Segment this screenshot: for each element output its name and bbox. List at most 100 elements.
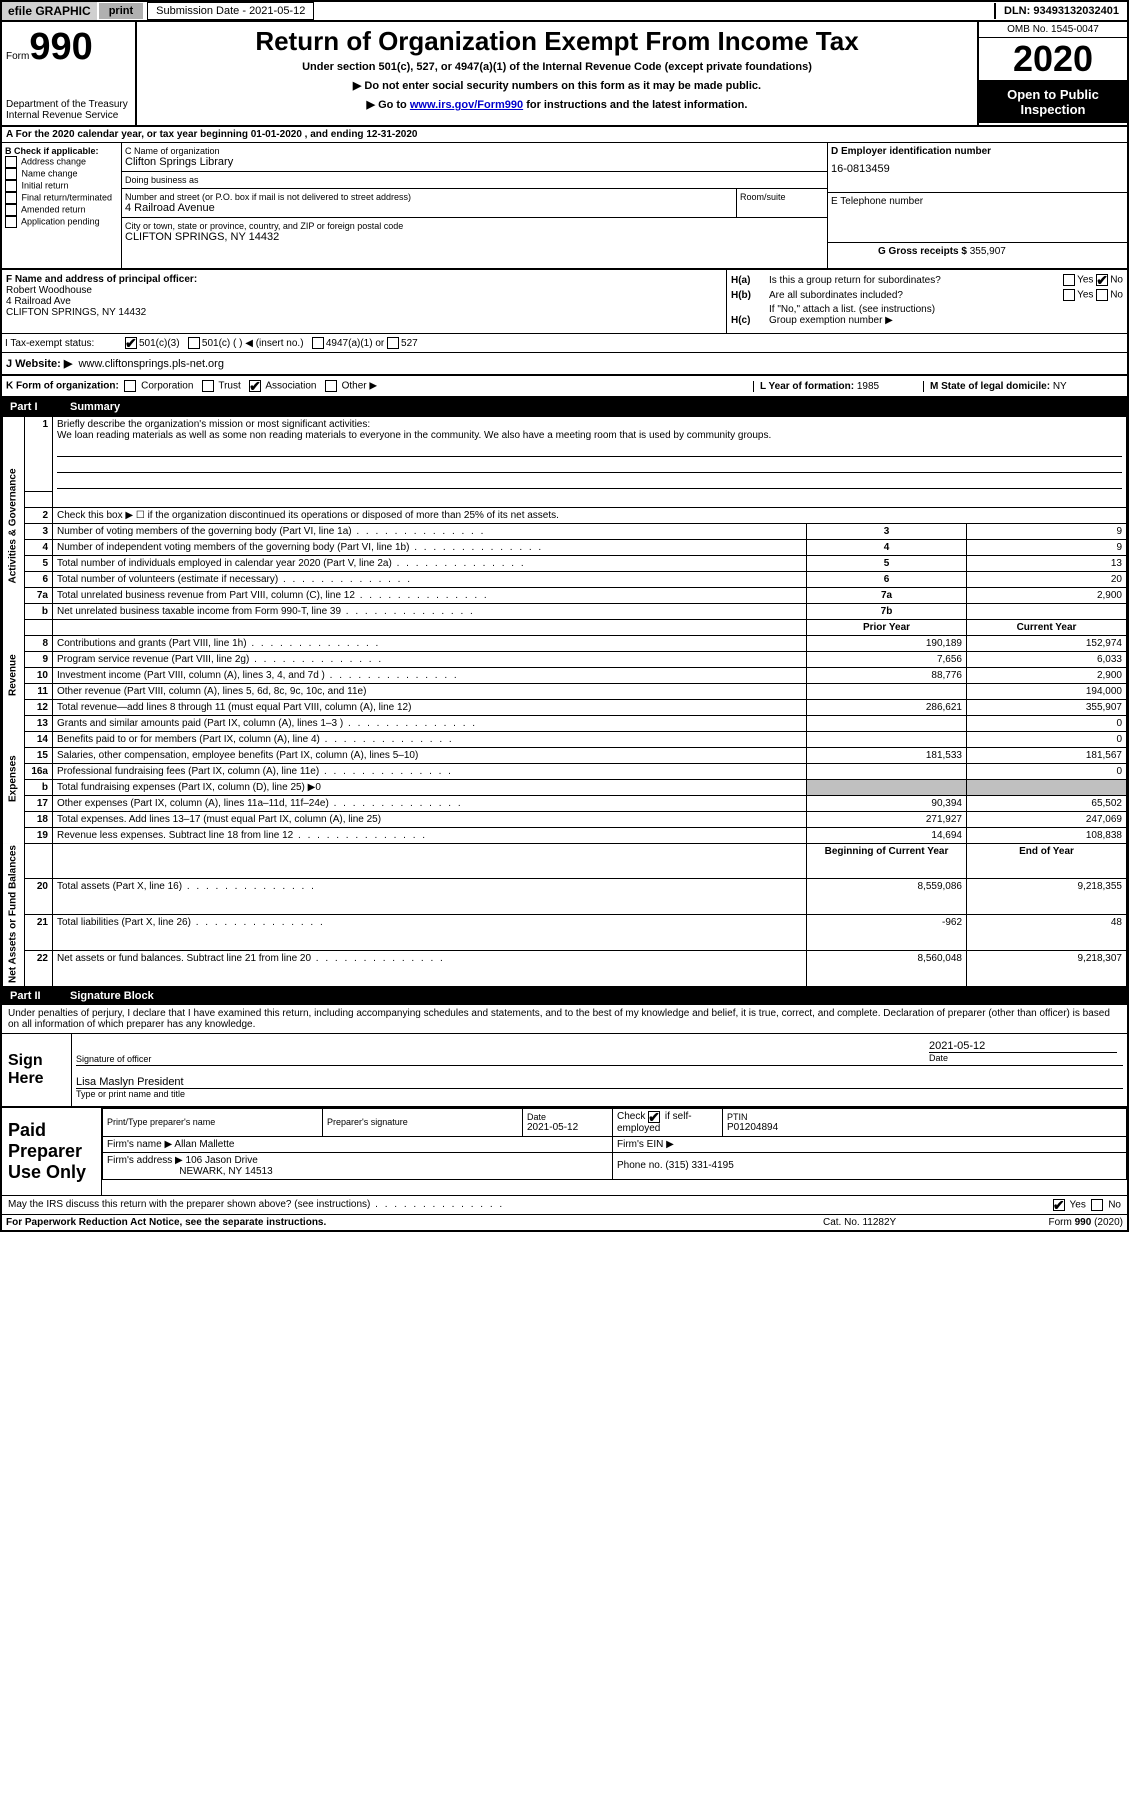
state-domicile-label: M State of legal domicile: bbox=[930, 381, 1050, 392]
row-i-label: I Tax-exempt status: bbox=[5, 338, 125, 349]
col-b-checkboxes: B Check if applicable: Address change Na… bbox=[2, 143, 122, 268]
footer-row: For Paperwork Reduction Act Notice, see … bbox=[2, 1214, 1127, 1230]
line18-current: 247,069 bbox=[967, 811, 1127, 827]
part2-title: Signature Block bbox=[70, 990, 154, 1002]
opt-501c: 501(c) ( ) ◀ (insert no.) bbox=[202, 338, 304, 349]
dept-treasury: Department of the Treasury bbox=[6, 99, 131, 110]
opt-corp: Corporation bbox=[141, 381, 193, 392]
checkbox-ha-no[interactable] bbox=[1096, 274, 1108, 286]
checkbox-ha-yes[interactable] bbox=[1063, 274, 1075, 286]
checkbox-amended[interactable] bbox=[5, 204, 17, 216]
label-name-change: Name change bbox=[22, 168, 78, 178]
col-b-header: B Check if applicable: bbox=[5, 146, 118, 156]
checkbox-self-employed[interactable] bbox=[648, 1111, 660, 1123]
section-bcd: B Check if applicable: Address change Na… bbox=[2, 143, 1127, 270]
checkbox-trust[interactable] bbox=[202, 380, 214, 392]
sign-here-row: Sign Here Signature of officer 2021-05-1… bbox=[2, 1033, 1127, 1106]
addr-value: 4 Railroad Avenue bbox=[125, 202, 733, 214]
firm-addr1: 106 Jason Drive bbox=[186, 1155, 258, 1166]
checkbox-501c[interactable] bbox=[188, 337, 200, 349]
checkbox-address-change[interactable] bbox=[5, 156, 17, 168]
checkbox-hb-no[interactable] bbox=[1096, 289, 1108, 301]
submission-date: Submission Date - 2021-05-12 bbox=[147, 2, 314, 20]
form-label: Form bbox=[6, 51, 29, 62]
checkbox-corp[interactable] bbox=[124, 380, 136, 392]
line16a-current: 0 bbox=[967, 763, 1127, 779]
checkbox-other[interactable] bbox=[325, 380, 337, 392]
checkbox-4947[interactable] bbox=[312, 337, 324, 349]
line13-desc: Grants and similar amounts paid (Part IX… bbox=[57, 718, 343, 729]
hb-text: Are all subordinates included? bbox=[769, 290, 1063, 301]
paid-prep-label: Paid Preparer Use Only bbox=[2, 1108, 102, 1195]
line11-desc: Other revenue (Part VIII, column (A), li… bbox=[57, 686, 366, 697]
line6-desc: Total number of volunteers (estimate if … bbox=[57, 574, 278, 585]
ein-label: D Employer identification number bbox=[831, 146, 1124, 157]
line17-prior: 90,394 bbox=[807, 795, 967, 811]
line18-prior: 271,927 bbox=[807, 811, 967, 827]
prep-date: 2021-05-12 bbox=[527, 1122, 608, 1133]
checkbox-527[interactable] bbox=[387, 337, 399, 349]
line12-current: 355,907 bbox=[967, 699, 1127, 715]
line1-label: Briefly describe the organization's miss… bbox=[57, 419, 370, 430]
line7a-val: 2,900 bbox=[967, 587, 1127, 603]
line10-prior: 88,776 bbox=[807, 667, 967, 683]
line14-prior bbox=[807, 731, 967, 747]
label-final-return: Final return/terminated bbox=[22, 192, 113, 202]
line6-val: 20 bbox=[967, 571, 1127, 587]
form-subtitle-1: Under section 501(c), 527, or 4947(a)(1)… bbox=[141, 61, 973, 73]
city-value: CLIFTON SPRINGS, NY 14432 bbox=[125, 231, 824, 243]
discuss-no-label: No bbox=[1108, 1199, 1121, 1210]
prep-name-label: Print/Type preparer's name bbox=[107, 1117, 318, 1127]
line4-desc: Number of independent voting members of … bbox=[57, 542, 409, 553]
line19-current: 108,838 bbox=[967, 827, 1127, 843]
addr-label: Number and street (or P.O. box if mail i… bbox=[125, 192, 733, 202]
gross-label: G Gross receipts $ bbox=[878, 246, 967, 257]
line8-current: 152,974 bbox=[967, 635, 1127, 651]
side-net-assets: Net Assets or Fund Balances bbox=[3, 843, 25, 986]
checkbox-initial-return[interactable] bbox=[5, 180, 17, 192]
line20-prior: 8,559,086 bbox=[807, 879, 967, 915]
checkbox-discuss-yes[interactable] bbox=[1053, 1199, 1065, 1211]
dln-number: DLN: 93493132032401 bbox=[994, 3, 1127, 19]
print-button[interactable]: print bbox=[99, 3, 143, 19]
checkbox-final-return[interactable] bbox=[5, 192, 17, 204]
checkbox-discuss-no[interactable] bbox=[1091, 1199, 1103, 1211]
line22-desc: Net assets or fund balances. Subtract li… bbox=[57, 953, 311, 964]
line4-box: 4 bbox=[807, 539, 967, 555]
checkbox-assoc[interactable] bbox=[249, 380, 261, 392]
side-expenses: Expenses bbox=[3, 715, 25, 843]
open-inspection: Open to Public Inspection bbox=[979, 81, 1127, 123]
firm-name: Allan Mallette bbox=[174, 1139, 234, 1150]
checkbox-name-change[interactable] bbox=[5, 168, 17, 180]
bcy-header: Beginning of Current Year bbox=[807, 843, 967, 879]
line12-desc: Total revenue—add lines 8 through 11 (mu… bbox=[57, 702, 411, 713]
line20-current: 9,218,355 bbox=[967, 879, 1127, 915]
line12-prior: 286,621 bbox=[807, 699, 967, 715]
section-fh: F Name and address of principal officer:… bbox=[2, 270, 1127, 334]
line3-box: 3 bbox=[807, 523, 967, 539]
line22-prior: 8,560,048 bbox=[807, 950, 967, 986]
checkbox-501c3[interactable] bbox=[125, 337, 137, 349]
ein-value: 16-0813459 bbox=[831, 163, 1124, 175]
line15-current: 181,567 bbox=[967, 747, 1127, 763]
line22-current: 9,218,307 bbox=[967, 950, 1127, 986]
line14-current: 0 bbox=[967, 731, 1127, 747]
org-name: Clifton Springs Library bbox=[125, 156, 824, 168]
checkbox-app-pending[interactable] bbox=[5, 216, 17, 228]
line8-prior: 190,189 bbox=[807, 635, 967, 651]
checkbox-hb-yes[interactable] bbox=[1063, 289, 1075, 301]
label-amended: Amended return bbox=[21, 204, 86, 214]
firm-name-label: Firm's name ▶ bbox=[107, 1139, 172, 1150]
year-formation-label: L Year of formation: bbox=[760, 381, 854, 392]
discuss-row: May the IRS discuss this return with the… bbox=[2, 1195, 1127, 1214]
line7a-desc: Total unrelated business revenue from Pa… bbox=[57, 590, 355, 601]
label-app-pending: Application pending bbox=[21, 216, 100, 226]
prior-year-header: Prior Year bbox=[807, 619, 967, 635]
line20-desc: Total assets (Part X, line 16) bbox=[57, 881, 182, 892]
line5-val: 13 bbox=[967, 555, 1127, 571]
line14-desc: Benefits paid to or for members (Part IX… bbox=[57, 734, 320, 745]
irs-link[interactable]: www.irs.gov/Form990 bbox=[410, 99, 523, 111]
footer-right: Form 990 (2020) bbox=[973, 1217, 1123, 1228]
sig-name-label: Type or print name and title bbox=[76, 1089, 1123, 1099]
phone-label: E Telephone number bbox=[831, 196, 1124, 207]
